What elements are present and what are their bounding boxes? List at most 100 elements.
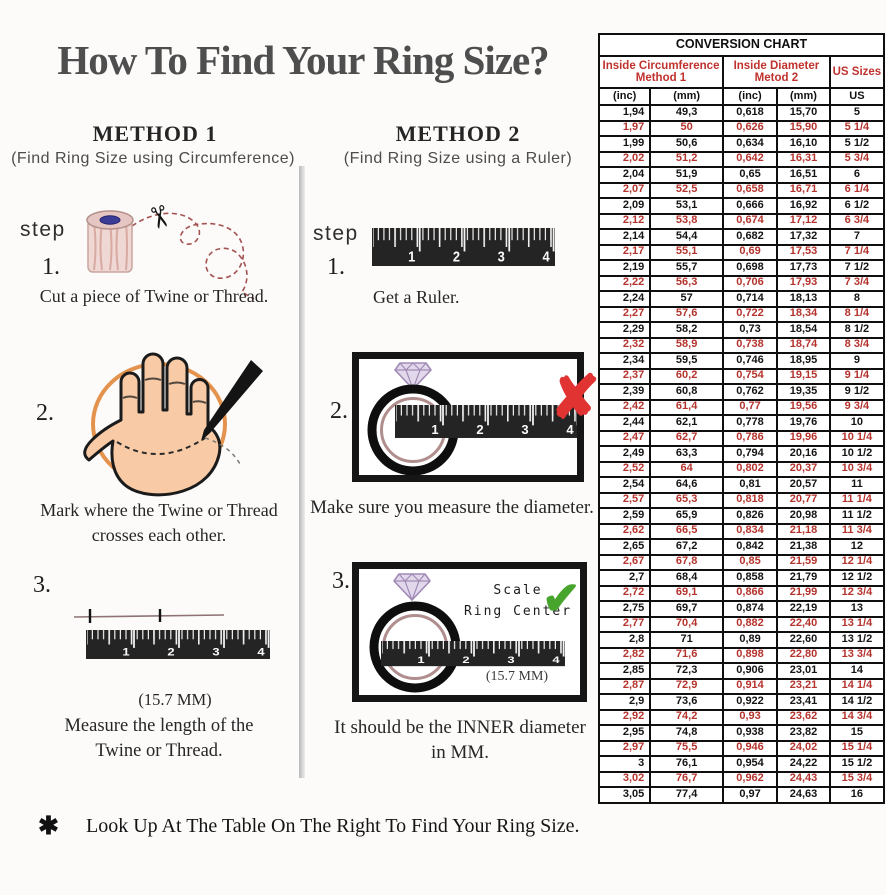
table-cell: 0,874 [721, 600, 779, 618]
table-cell: 16,51 [776, 166, 831, 184]
table-row: 2,39 60,8 0,762 19,35 9 1/2 [597, 383, 886, 401]
asterisk-icon: ✱ [38, 812, 59, 840]
table-cell: 63,3 [649, 445, 724, 463]
table-cell: 2,37 [597, 367, 652, 385]
scale-label-line2: Ring Center [463, 603, 573, 619]
table-row: 2,77 70,4 0,882 22,40 13 1/4 [597, 615, 886, 633]
table-cell: 2,14 [597, 228, 652, 246]
table-cell: 2,62 [597, 522, 652, 540]
table-cell: 0,77 [721, 398, 779, 416]
table-row: 2,7 68,4 0,858 21,79 12 1/2 [597, 569, 886, 587]
table-cell: 16,92 [776, 197, 831, 215]
table-cell: 24,63 [776, 786, 831, 804]
table-cell: 9 [828, 352, 886, 370]
conversion-table-body: 1,94 49,3 0,618 15,70 5 1,97 50 0,626 15,90 5 1/4… [597, 104, 886, 804]
table-cell: 3 [597, 755, 652, 773]
table-cell: 18,95 [776, 352, 831, 370]
table-cell: 2,85 [597, 662, 652, 680]
column-group-method2: Inside Diameter Metod 2 [721, 55, 831, 89]
method2-step1-caption: Get a Ruler. [373, 287, 460, 307]
table-cell: 2,24 [597, 290, 652, 308]
table-cell: 57,6 [649, 305, 724, 323]
table-cell: 2,67 [597, 553, 652, 571]
table-cell: 0,962 [721, 770, 779, 788]
table-cell: 15 3/4 [828, 770, 886, 788]
table-cell: 77,4 [649, 786, 724, 804]
chart-title: CONVERSION CHART [598, 33, 885, 57]
table-cell: 0,618 [721, 104, 779, 122]
table-cell: 0,97 [721, 786, 779, 804]
table-cell: 15,70 [776, 104, 831, 122]
table-cell: 7 3/4 [828, 274, 886, 292]
table-cell: 24,22 [776, 755, 831, 773]
table-cell: 20,37 [776, 460, 831, 478]
table-cell: 71,6 [649, 646, 724, 664]
table-cell: 62,7 [649, 429, 724, 447]
table-cell: 23,62 [776, 708, 831, 726]
method1-step3-number: 3. [33, 572, 51, 598]
table-cell: 58,9 [649, 336, 724, 354]
table-row: 2,57 65,3 0,818 20,77 11 1/4 [597, 491, 886, 509]
table-row: 2,42 61,4 0,77 19,56 9 3/4 [597, 398, 886, 416]
ring-ruler-wrong-illustration [359, 362, 577, 475]
table-cell: 2,57 [597, 491, 652, 509]
table-cell: 51,9 [649, 166, 724, 184]
table-cell: 19,76 [776, 414, 831, 432]
table-row: 2,52 64 0,802 20,37 10 3/4 [597, 460, 886, 478]
table-cell: 5 1/4 [828, 119, 886, 137]
table-cell: 0,682 [721, 228, 779, 246]
dashed-mark-line [116, 437, 206, 455]
table-cell: 1,99 [597, 135, 652, 153]
table-cell: 10 1/4 [828, 429, 886, 447]
method2-step2-number: 2. [330, 398, 348, 424]
table-cell: 7 [828, 228, 886, 246]
table-row: 1,97 50 0,626 15,90 5 1/4 [597, 119, 886, 137]
table-cell: 14 [828, 662, 886, 680]
table-cell: 0,674 [721, 212, 779, 230]
table-cell: 0,706 [721, 274, 779, 292]
table-cell: 8 [828, 290, 886, 308]
table-cell: 23,01 [776, 662, 831, 680]
table-row: 2,07 52,5 0,658 16,71 6 1/4 [597, 181, 886, 199]
table-row: 2,92 74,2 0,93 23,62 14 3/4 [597, 708, 886, 726]
table-cell: 14 1/2 [828, 693, 886, 711]
table-cell: 2,34 [597, 352, 652, 370]
table-cell: 76,7 [649, 770, 724, 788]
method2-step3-number: 3. [332, 568, 350, 594]
correct-check-icon: ✔ [542, 572, 581, 624]
table-cell: 0,626 [721, 119, 779, 137]
table-cell: 60,8 [649, 383, 724, 401]
table-cell: 53,8 [649, 212, 724, 230]
table-row: 2,72 69,1 0,866 21,99 12 3/4 [597, 584, 886, 602]
ruler-method2-step1 [372, 228, 555, 266]
page-title: How To Find Your Ring Size? [57, 37, 549, 83]
table-cell: 6 [828, 166, 886, 184]
table-cell: 65,9 [649, 507, 724, 525]
table-cell: 70,4 [649, 615, 724, 633]
table-cell: 21,38 [776, 538, 831, 556]
table-cell: 1,94 [597, 104, 652, 122]
table-cell: 22,80 [776, 646, 831, 664]
table-cell: 74,2 [649, 708, 724, 726]
table-cell: 14 1/4 [828, 677, 886, 695]
table-cell: 21,79 [776, 569, 831, 587]
table-cell: 0,858 [721, 569, 779, 587]
thread-path [131, 212, 255, 300]
table-cell: 12 1/4 [828, 553, 886, 571]
table-cell: 58,2 [649, 321, 724, 339]
table-row: 2,82 71,6 0,898 22,80 13 3/4 [597, 646, 886, 664]
table-cell: 20,77 [776, 491, 831, 509]
table-cell: 0,842 [721, 538, 779, 556]
table-cell: 0,946 [721, 739, 779, 757]
method1-step-label: step [20, 218, 66, 241]
table-cell: 20,57 [776, 476, 831, 494]
table-cell: 0,698 [721, 259, 779, 277]
table-row: 3,02 76,7 0,962 24,43 15 3/4 [597, 770, 886, 788]
footnote-text: Look Up At The Table On The Right To Fin… [86, 815, 580, 837]
table-cell: 11 1/2 [828, 507, 886, 525]
table-cell: 2,9 [597, 693, 652, 711]
group-label-line1: Inside Diameter [733, 59, 820, 72]
table-cell: 3,05 [597, 786, 652, 804]
table-cell: 0,914 [721, 677, 779, 695]
table-row: 2,95 74,8 0,938 23,82 15 [597, 724, 886, 742]
